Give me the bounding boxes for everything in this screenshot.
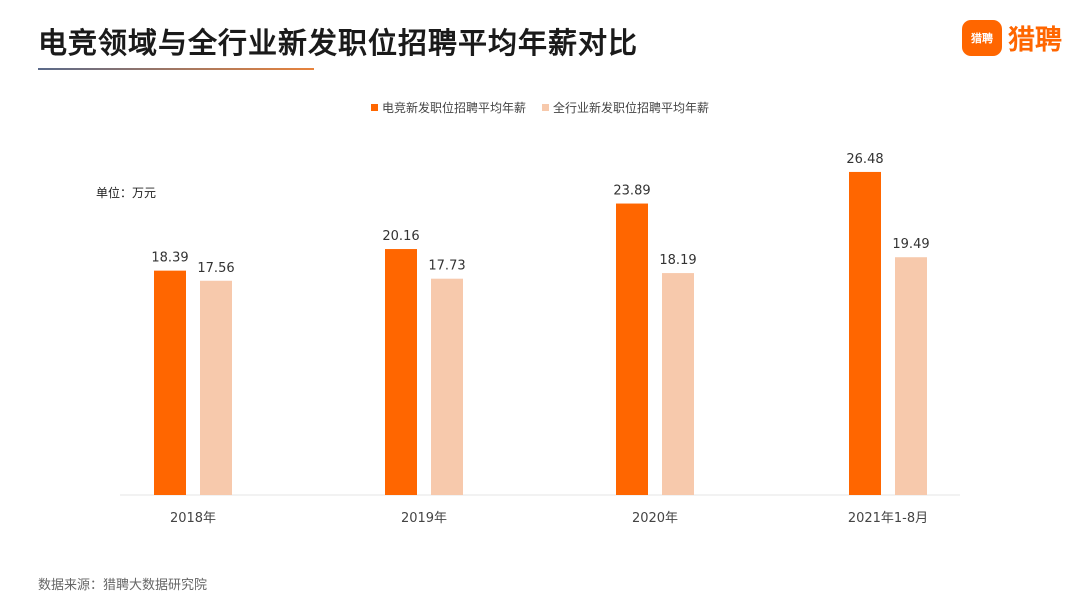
- bar-all-industries-3: [895, 257, 927, 495]
- bar-esports-0: [154, 270, 186, 495]
- data-label-all-industries-1: 17.73: [428, 259, 465, 274]
- x-tick-label-0: 2018年: [170, 511, 216, 526]
- title-underline: [38, 68, 314, 70]
- data-label-esports-3: 26.48: [846, 152, 883, 167]
- legend-item-esports: 电竞新发职位招聘平均年薪: [370, 99, 526, 116]
- data-label-esports-0: 18.39: [151, 251, 188, 266]
- legend-swatch-all-industries: [542, 104, 549, 111]
- data-label-all-industries-2: 18.19: [659, 253, 696, 268]
- bar-esports-3: [849, 171, 881, 495]
- chat-bubble-logo-icon: 猎聘: [962, 19, 1002, 56]
- unit-label: 单位：万元: [96, 186, 157, 200]
- legend-item-all-industries: 全行业新发职位招聘平均年薪: [542, 99, 709, 116]
- logo-badge-text: 猎聘: [971, 31, 993, 45]
- page-title: 电竞领域与全行业新发职位招聘平均年薪对比: [38, 26, 639, 60]
- x-tick-label-2: 2020年: [632, 511, 678, 526]
- logo-text: 猎聘: [1008, 25, 1062, 56]
- legend-label-esports: 电竞新发职位招聘平均年薪: [381, 101, 526, 115]
- bar-all-industries-2: [662, 273, 694, 495]
- brand-logo: 猎聘 猎聘: [962, 18, 1062, 57]
- legend-swatch-esports: [370, 104, 378, 111]
- data-label-esports-1: 20.16: [382, 229, 419, 244]
- bar-esports-2: [616, 203, 648, 496]
- chart-legend: 电竞新发职位招聘平均年薪 全行业新发职位招聘平均年薪: [0, 99, 1080, 116]
- bar-esports-1: [385, 249, 417, 495]
- data-label-esports-2: 23.89: [613, 184, 650, 199]
- bar-all-industries-1: [431, 278, 463, 495]
- legend-label-all-industries: 全行业新发职位招聘平均年薪: [553, 101, 710, 115]
- bar-all-industries-0: [200, 280, 232, 495]
- x-tick-label-1: 2019年: [401, 511, 447, 526]
- data-label-all-industries-0: 17.56: [197, 261, 234, 276]
- data-label-all-industries-3: 19.49: [892, 237, 929, 252]
- x-tick-label-3: 2021年1-8月: [848, 511, 928, 526]
- data-source-note: 数据来源：猎聘大数据研究院: [38, 578, 208, 593]
